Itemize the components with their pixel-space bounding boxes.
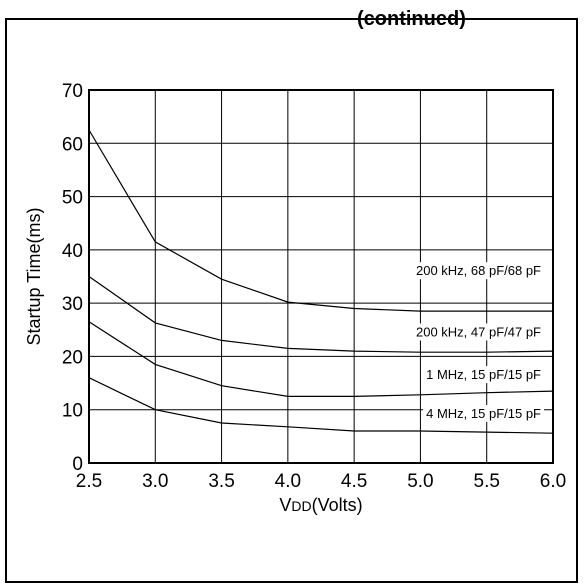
series-label-3: 4 MHz, 15 pF/15 pF (426, 406, 541, 421)
y-tick-label: 0 (72, 454, 83, 475)
series-line-0 (88, 129, 553, 312)
series-label-2: 1 MHz, 15 pF/15 pF (426, 367, 541, 382)
series-label-1: 200 kHz, 47 pF/47 pF (416, 324, 541, 339)
x-tick-label: 5.5 (474, 471, 500, 492)
x-tick-label: 4.0 (275, 471, 301, 492)
y-tick-label: 60 (62, 134, 83, 155)
y-tick-label: 10 (62, 401, 83, 422)
x-tick-label: 5.0 (407, 471, 433, 492)
continued-header-text: (continued) (357, 8, 466, 30)
series-lines (88, 129, 554, 434)
plot-area-border (88, 89, 554, 464)
x-tick-label: 4.5 (341, 471, 367, 492)
chart-frame: (continued) (5, 8, 578, 583)
series-label-background (412, 323, 545, 341)
y-tick-label: 70 (62, 81, 83, 102)
x-tick-labels: 2.5 3.0 3.5 4.0 4.5 5.0 5.5 6.0 (76, 471, 566, 492)
y-tick-label: 50 (62, 188, 83, 209)
x-tick-label: 3.5 (208, 471, 234, 492)
series-line-2 (88, 321, 554, 397)
series-line-1 (88, 276, 554, 353)
y-tick-label: 20 (62, 347, 83, 368)
series-label-background (412, 262, 545, 280)
series-label-0: 200 kHz, 68 pF/68 pF (416, 263, 541, 278)
y-tick-label: 30 (62, 294, 83, 315)
y-tick-labels: 0 10 20 30 40 50 60 70 (62, 81, 83, 475)
x-tick-label: 2.5 (76, 471, 102, 492)
x-tick-label: 3.0 (142, 471, 168, 492)
x-tick-label: 6.0 (540, 471, 566, 492)
series-label-background (423, 366, 545, 384)
series-label-background (423, 404, 545, 422)
y-axis-label: Startup Time(ms) (24, 207, 44, 345)
y-tick-label: 40 (62, 241, 83, 262)
x-axis-label: VDD(Volts) (279, 495, 362, 515)
series-labels: 200 kHz, 68 pF/68 pF 200 kHz, 47 pF/47 pF… (412, 262, 545, 422)
series-line-3 (88, 377, 554, 434)
